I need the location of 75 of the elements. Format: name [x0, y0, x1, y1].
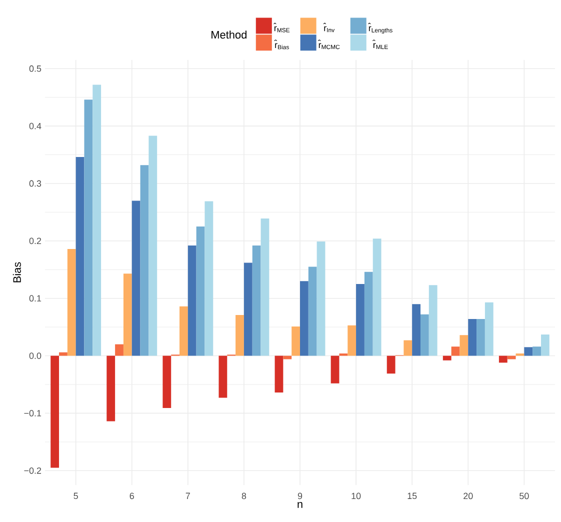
bar	[364, 272, 373, 356]
x-tick-label: 15	[408, 492, 417, 500]
bar	[204, 201, 214, 356]
bar	[451, 346, 460, 356]
x-tick-label: 20	[464, 492, 473, 500]
bar	[484, 302, 494, 356]
x-tick-label: 8	[242, 492, 246, 500]
bar	[356, 284, 364, 356]
bar	[244, 262, 252, 356]
legend-label: r̂$_{MSE}$	[273, 22, 290, 32]
legend-label: r̂$_{Inv}$	[323, 22, 335, 32]
x-tick-label: 9	[298, 492, 302, 500]
bar	[196, 226, 205, 356]
y-axis-title: Bias	[12, 262, 21, 282]
y-tick-label: −0.2	[24, 467, 42, 474]
bar	[524, 347, 533, 356]
bar	[218, 356, 228, 398]
bar	[442, 356, 452, 360]
bar	[468, 319, 477, 356]
bar	[498, 356, 508, 363]
bar	[330, 356, 340, 384]
y-tick-label: 0.0	[29, 352, 42, 359]
y-tick-label: 0.3	[29, 180, 42, 187]
y-tick-label: −0.1	[24, 410, 42, 416]
bar	[236, 315, 244, 356]
legend-label: r̂$_{MLE}$	[372, 40, 388, 49]
y-tick-label: 0.1	[29, 295, 42, 302]
bar	[274, 356, 284, 393]
bar	[420, 314, 429, 356]
bar	[412, 304, 420, 356]
y-tick-label: 0.2	[29, 238, 42, 244]
bar	[308, 266, 317, 356]
bar	[76, 157, 84, 356]
legend-title: Method	[212, 30, 246, 39]
bar	[532, 346, 541, 356]
bar	[50, 356, 60, 468]
x-tick-label: 10	[352, 492, 361, 500]
bar	[180, 306, 188, 356]
x-tick-label: 50	[520, 492, 529, 500]
bar	[292, 326, 300, 356]
bar	[123, 274, 132, 356]
bar	[372, 238, 382, 356]
bar	[140, 165, 149, 356]
legend-label: r̂$_{Bias}$	[274, 40, 289, 50]
bar	[162, 356, 172, 408]
bar	[252, 246, 261, 356]
x-axis-title: n	[298, 502, 302, 508]
legend-label: r̂$_{Lengths}$	[368, 22, 392, 34]
bar	[316, 241, 326, 356]
bar	[476, 319, 485, 356]
bar	[404, 340, 412, 356]
bar	[428, 285, 438, 356]
bar	[92, 84, 102, 356]
bar	[339, 353, 348, 356]
bar	[516, 353, 524, 356]
bar	[106, 356, 116, 422]
y-tick-label: 0.5	[29, 65, 42, 72]
bar	[115, 344, 124, 356]
bar	[348, 325, 356, 356]
bar	[132, 200, 140, 356]
y-tick-label: 0.4	[29, 122, 42, 130]
bar	[59, 352, 68, 356]
x-tick-label: 7	[186, 492, 190, 499]
bar	[460, 335, 468, 356]
bar	[84, 100, 93, 356]
x-tick-label: 5	[74, 492, 78, 500]
bar	[540, 334, 550, 356]
legend-label: r̂$_{MCMC}$	[318, 40, 340, 50]
x-tick-label: 6	[130, 492, 134, 500]
bar	[148, 136, 158, 356]
bar	[260, 218, 270, 356]
bar	[300, 281, 308, 356]
bar	[188, 246, 196, 356]
bar	[386, 356, 396, 374]
bar	[67, 248, 76, 356]
